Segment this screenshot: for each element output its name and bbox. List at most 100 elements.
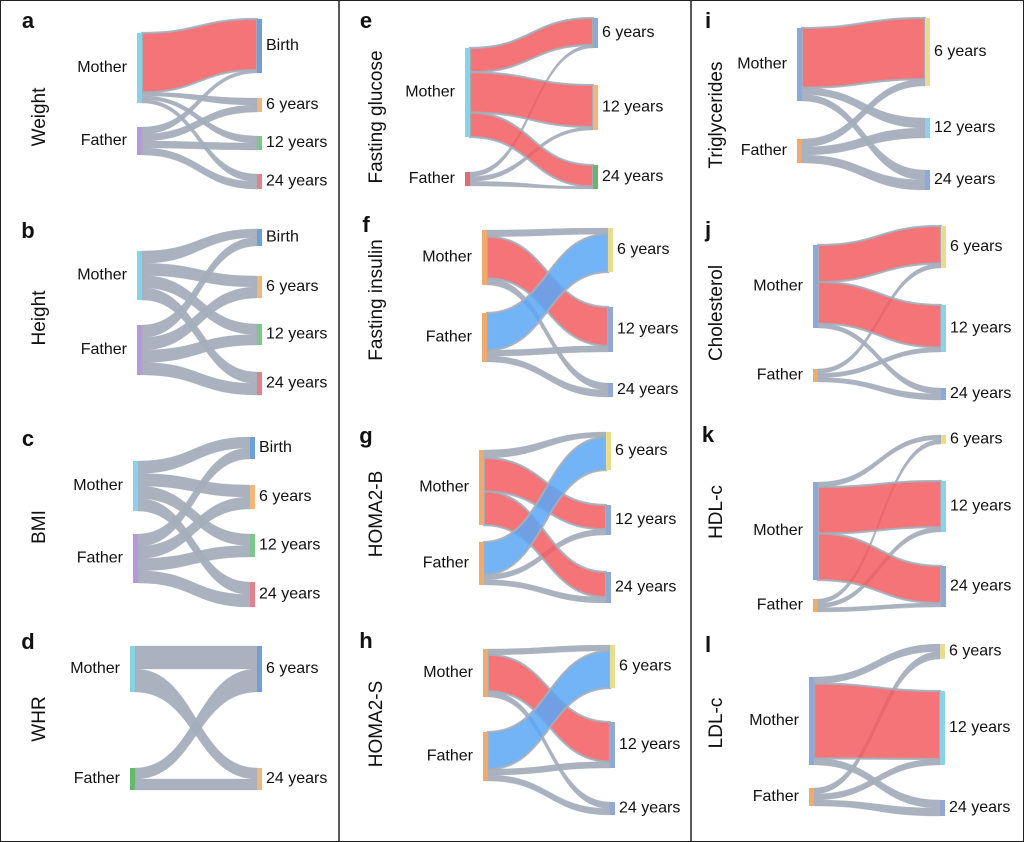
node-c-mother — [133, 461, 138, 511]
node-a-birth — [257, 19, 262, 73]
node-i-6-years — [925, 18, 930, 86]
target-label-e-24-years: 24 years — [602, 168, 663, 185]
target-label-e-12-years: 12 years — [602, 99, 663, 116]
panel-label-i: i — [705, 8, 711, 33]
node-l-12-years — [940, 691, 945, 765]
link-d-mother-to-6-years — [134, 645, 258, 670]
panel-d: d WHR Mother Father 6 years 24 years — [21, 629, 327, 791]
source-label-c-father: Father — [77, 550, 124, 567]
target-label-g-12-years: 12 years — [615, 511, 676, 528]
node-j-24-years — [941, 388, 946, 400]
source-label-g-mother: Mother — [419, 479, 469, 496]
link-i-mother-to-6-years — [800, 16, 927, 89]
source-label-h-mother: Mother — [423, 664, 473, 681]
node-c-birth — [250, 437, 255, 459]
node-c-24-years — [250, 582, 255, 607]
node-d-father — [130, 768, 135, 790]
target-label-e-6-years: 6 years — [602, 24, 654, 41]
source-label-i-mother: Mother — [737, 56, 787, 73]
node-b-24-years — [257, 372, 262, 395]
node-l-mother — [809, 677, 814, 765]
source-label-c-mother: Mother — [73, 477, 123, 494]
panel-label-k: k — [702, 422, 715, 447]
target-label-i-24-years: 24 years — [934, 171, 995, 188]
node-k-12-years — [941, 481, 946, 532]
target-label-a-birth: Birth — [266, 37, 299, 54]
panel-b: b Height Mother Father Birth 6 years 12 years 2… — [21, 218, 327, 396]
node-f-24-years — [608, 383, 613, 397]
target-label-b-birth: Birth — [266, 229, 299, 246]
panel-a: a Weight Mother Father Birth 6 years 12 years 2… — [22, 8, 328, 190]
node-g-6-years — [606, 432, 611, 470]
source-label-j-father: Father — [757, 367, 804, 384]
trait-label-bmi: BMI — [29, 510, 50, 544]
node-h-6-years — [610, 645, 615, 688]
node-f-6-years — [608, 228, 613, 272]
node-g-father — [479, 542, 484, 585]
trait-label-height: Height — [29, 290, 50, 346]
target-label-f-6-years: 6 years — [617, 241, 669, 258]
target-label-a-24-years: 24 years — [266, 173, 327, 190]
target-label-i-6-years: 6 years — [934, 43, 986, 60]
source-label-j-mother: Mother — [753, 278, 803, 295]
target-label-j-12-years: 12 years — [950, 320, 1011, 337]
panel-e: e Fasting glucose Mother Father 6 years 12 ye… — [360, 8, 663, 190]
panel-label-a: a — [22, 8, 35, 33]
node-l-6-years — [940, 644, 945, 659]
target-label-k-24-years: 24 years — [950, 578, 1011, 595]
node-a-24-years — [257, 174, 262, 189]
node-b-mother — [137, 251, 142, 300]
panel-label-b: b — [21, 218, 34, 243]
node-e-father — [465, 172, 470, 186]
node-b-12-years — [257, 324, 262, 345]
node-f-mother — [482, 230, 487, 285]
node-c-12-years — [250, 534, 255, 557]
source-label-d-mother: Mother — [70, 660, 120, 677]
target-label-a-12-years: 12 years — [266, 134, 327, 151]
panel-h: h HOMA2-S Mother Father 6 years 12 years 24 ye… — [359, 628, 680, 817]
panel-label-j: j — [704, 217, 711, 242]
panel-j: j Cholesterol Mother Father 6 years 12 years 2… — [704, 217, 1011, 402]
target-label-l-24-years: 24 years — [949, 799, 1010, 816]
node-j-12-years — [941, 305, 946, 352]
trait-label-ldl-c: LDL-c — [706, 698, 727, 749]
node-l-father — [809, 788, 814, 806]
node-i-12-years — [925, 118, 930, 138]
target-label-b-12-years: 12 years — [266, 326, 327, 343]
source-label-a-mother: Mother — [77, 59, 127, 76]
node-g-12-years — [606, 505, 611, 535]
node-e-6-years — [593, 18, 598, 48]
source-label-g-father: Father — [423, 555, 470, 572]
target-label-g-24-years: 24 years — [615, 579, 676, 596]
target-label-b-6-years: 6 years — [266, 278, 318, 295]
trait-label-whr: WHR — [29, 696, 50, 741]
node-k-24-years — [941, 566, 946, 607]
target-label-k-12-years: 12 years — [950, 498, 1011, 515]
source-label-i-father: Father — [741, 142, 788, 159]
target-label-j-24-years: 24 years — [950, 385, 1011, 402]
node-j-6-years — [941, 226, 946, 268]
node-k-mother — [813, 482, 818, 580]
node-c-father — [133, 534, 138, 583]
node-f-12-years — [608, 307, 613, 352]
node-b-father — [137, 325, 142, 375]
source-label-b-father: Father — [81, 341, 128, 358]
link-d-father-to-24-years — [134, 778, 258, 791]
panel-l: l LDL-c Mother Father 6 years 12 years 24 year… — [705, 632, 1010, 817]
target-label-l-12-years: 12 years — [949, 719, 1010, 736]
node-g-mother — [479, 450, 484, 525]
target-label-a-6-years: 6 years — [266, 96, 318, 113]
node-b-6-years — [257, 276, 262, 298]
panel-label-e: e — [360, 8, 372, 33]
source-label-e-father: Father — [409, 170, 456, 187]
panel-i: i Triglycerides Mother Father 6 years 12 year… — [705, 8, 995, 191]
source-label-d-father: Father — [74, 770, 121, 787]
source-label-h-father: Father — [427, 748, 474, 765]
target-label-h-12-years: 12 years — [619, 736, 680, 753]
target-label-j-6-years: 6 years — [950, 238, 1002, 255]
node-e-12-years — [593, 85, 598, 130]
target-label-h-6-years: 6 years — [619, 658, 671, 675]
node-g-24-years — [606, 572, 611, 603]
